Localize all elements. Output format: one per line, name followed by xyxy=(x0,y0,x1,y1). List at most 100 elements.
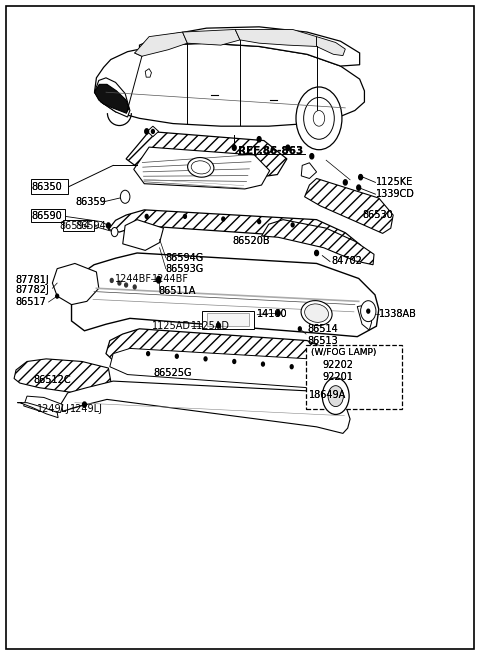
Circle shape xyxy=(310,154,314,159)
Circle shape xyxy=(299,327,301,331)
Circle shape xyxy=(313,111,324,126)
Text: 86512C: 86512C xyxy=(33,375,71,384)
Text: 86530: 86530 xyxy=(362,210,393,220)
Text: REF.86-863: REF.86-863 xyxy=(238,146,303,156)
Circle shape xyxy=(232,145,236,151)
Text: 86513: 86513 xyxy=(307,335,338,346)
Text: 86511A: 86511A xyxy=(158,286,196,296)
Text: REF.86-863: REF.86-863 xyxy=(238,146,303,156)
Text: 86590: 86590 xyxy=(32,212,62,221)
Text: 1125KE: 1125KE xyxy=(376,178,414,187)
Text: 86520B: 86520B xyxy=(233,236,270,246)
Polygon shape xyxy=(235,29,317,47)
Text: 84702: 84702 xyxy=(331,257,362,267)
Text: 1339CD: 1339CD xyxy=(376,189,415,199)
Circle shape xyxy=(118,281,121,285)
Text: 1249LJ: 1249LJ xyxy=(37,403,70,413)
FancyBboxPatch shape xyxy=(306,345,402,409)
Text: 86520B: 86520B xyxy=(233,236,270,246)
Text: 92202: 92202 xyxy=(323,360,353,371)
Circle shape xyxy=(216,323,220,328)
Text: 1249LJ: 1249LJ xyxy=(70,403,103,413)
Text: 1244BF: 1244BF xyxy=(152,274,189,284)
Polygon shape xyxy=(106,329,345,386)
Circle shape xyxy=(120,190,130,203)
Text: 86590: 86590 xyxy=(32,212,62,221)
Circle shape xyxy=(359,174,362,179)
Circle shape xyxy=(175,354,178,358)
Text: 86514: 86514 xyxy=(307,324,338,335)
Circle shape xyxy=(276,310,280,316)
Bar xyxy=(63,219,94,231)
Circle shape xyxy=(258,219,261,223)
Text: 1125AD: 1125AD xyxy=(191,320,230,331)
Text: 92201: 92201 xyxy=(323,371,353,381)
Polygon shape xyxy=(60,381,350,434)
Polygon shape xyxy=(182,29,240,45)
Ellipse shape xyxy=(191,160,210,174)
Circle shape xyxy=(367,309,370,313)
Circle shape xyxy=(348,393,350,397)
Text: 86594G: 86594G xyxy=(166,253,204,263)
Polygon shape xyxy=(317,37,345,56)
Bar xyxy=(31,208,65,222)
Circle shape xyxy=(204,357,207,361)
Circle shape xyxy=(304,98,334,140)
Circle shape xyxy=(360,301,376,322)
Circle shape xyxy=(147,352,150,356)
Circle shape xyxy=(222,217,225,221)
Text: 86530: 86530 xyxy=(362,210,393,220)
Text: 86517: 86517 xyxy=(15,297,46,307)
Polygon shape xyxy=(140,27,360,66)
Circle shape xyxy=(152,130,155,134)
Ellipse shape xyxy=(301,301,332,326)
Circle shape xyxy=(56,294,59,298)
Circle shape xyxy=(183,214,186,218)
Text: 86359: 86359 xyxy=(75,197,106,207)
Polygon shape xyxy=(72,253,379,337)
Circle shape xyxy=(257,137,261,142)
Polygon shape xyxy=(126,132,287,178)
Text: 1125KE: 1125KE xyxy=(376,178,414,187)
Text: 86514: 86514 xyxy=(307,324,338,335)
Polygon shape xyxy=(301,163,317,178)
Text: 18649A: 18649A xyxy=(310,390,347,400)
Text: 1125AD: 1125AD xyxy=(152,320,191,331)
Text: 1338AB: 1338AB xyxy=(379,309,417,319)
Text: 14160: 14160 xyxy=(257,309,288,320)
Polygon shape xyxy=(95,78,130,117)
Circle shape xyxy=(323,378,349,415)
Text: 86594G: 86594G xyxy=(166,253,204,263)
Text: 87781J: 87781J xyxy=(15,275,49,285)
Polygon shape xyxy=(17,403,58,418)
Circle shape xyxy=(145,214,148,218)
Circle shape xyxy=(111,227,118,236)
Ellipse shape xyxy=(188,158,214,178)
Circle shape xyxy=(83,402,86,407)
Text: 86517: 86517 xyxy=(15,297,46,307)
Text: 1339CD: 1339CD xyxy=(376,189,415,199)
Circle shape xyxy=(125,283,128,287)
Polygon shape xyxy=(95,84,129,113)
Circle shape xyxy=(291,223,294,227)
Circle shape xyxy=(315,250,319,255)
Polygon shape xyxy=(262,219,374,265)
Circle shape xyxy=(296,87,342,150)
Text: 86513: 86513 xyxy=(307,335,338,346)
Bar xyxy=(202,310,254,329)
Polygon shape xyxy=(95,43,364,126)
Circle shape xyxy=(262,362,264,366)
Text: 18649A: 18649A xyxy=(310,390,347,400)
Circle shape xyxy=(157,278,160,283)
Circle shape xyxy=(145,129,149,134)
Text: 87781J: 87781J xyxy=(15,275,49,285)
Circle shape xyxy=(328,386,343,407)
Text: 86350: 86350 xyxy=(32,182,62,192)
Bar xyxy=(31,179,68,193)
Ellipse shape xyxy=(305,304,328,322)
Circle shape xyxy=(286,145,290,151)
Circle shape xyxy=(110,278,113,282)
Polygon shape xyxy=(135,32,187,56)
Polygon shape xyxy=(147,126,158,137)
Circle shape xyxy=(357,185,360,190)
